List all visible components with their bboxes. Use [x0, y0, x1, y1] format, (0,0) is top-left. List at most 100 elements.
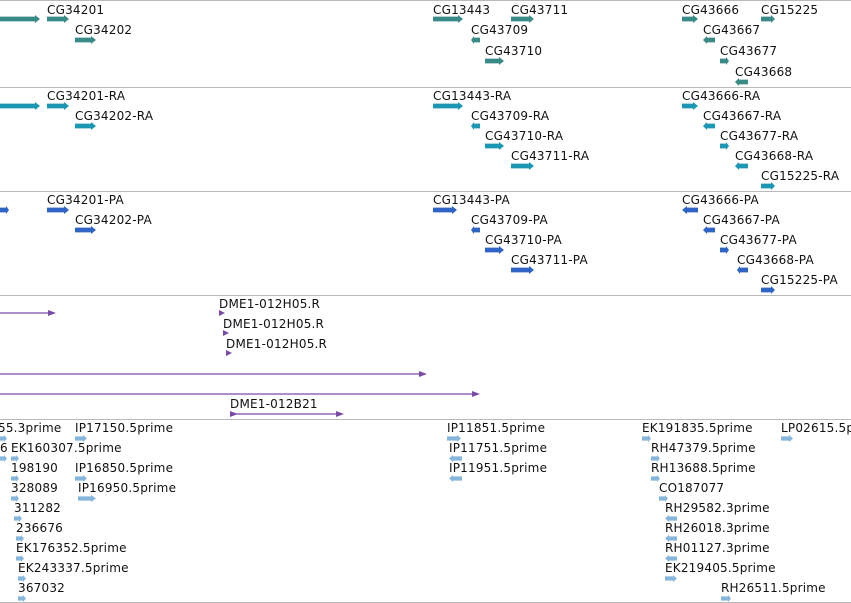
est-glyph — [18, 575, 26, 582]
transcript-glyph — [433, 102, 463, 110]
feature-arrow — [471, 226, 480, 234]
feature-arrow — [761, 15, 775, 23]
est-glyph — [665, 575, 677, 582]
est-label: IP11851.5prime — [447, 421, 546, 435]
feature-arrow — [665, 535, 677, 542]
est-label: RH13688.5prime — [651, 461, 756, 475]
feature-arrow — [735, 162, 748, 170]
feature-arrow — [720, 142, 729, 150]
track-transcripts: CG34201-RA CG34202-RA CG13443-RA CG43709… — [0, 87, 851, 192]
feature-arrow — [11, 455, 19, 462]
protein-label: CG43677-PA — [720, 233, 797, 247]
feature-arrow — [665, 575, 677, 582]
protein-label: CG43668-PA — [737, 253, 814, 267]
feature-line — [0, 310, 56, 316]
gene-glyph — [0, 15, 40, 23]
transcript-label: CG34202-RA — [75, 109, 154, 123]
protein-glyph — [433, 206, 457, 214]
feature-arrow — [485, 142, 504, 150]
alignment-glyph — [226, 350, 232, 356]
est-glyph — [11, 455, 19, 462]
feature-arrow — [433, 206, 457, 214]
feature-line — [230, 411, 344, 417]
est-glyph — [447, 435, 461, 442]
est-glyph — [16, 535, 24, 542]
feature-line-head — [472, 391, 480, 397]
feature-arrow — [47, 102, 69, 110]
protein-glyph — [737, 266, 748, 274]
gene-label: CG13443 — [433, 3, 491, 17]
protein-label: CG43667-PA — [703, 213, 780, 227]
feature-arrow — [16, 535, 24, 542]
est-label: 328089 — [11, 481, 59, 495]
est-glyph — [449, 475, 462, 482]
alignment-glyph — [230, 411, 344, 417]
protein-label: CG15225-PA — [761, 273, 838, 287]
est-label: 198190 — [11, 461, 59, 475]
feature-arrow — [16, 555, 24, 562]
feature-line — [0, 391, 480, 397]
est-label: EK176352.5prime — [16, 541, 127, 555]
feature-arrow — [18, 575, 26, 582]
track-genes: CG34201 CG34202 CG13443 CG43711 CG43709 … — [0, 0, 851, 88]
est-glyph — [449, 455, 462, 462]
est-label: IP11951.5prime — [449, 461, 548, 475]
transcript-label: CG15225-RA — [761, 169, 840, 183]
feature-line-head — [48, 310, 56, 316]
alignment-glyph — [0, 371, 427, 377]
feature-arrow — [449, 475, 462, 482]
feature-tick — [219, 310, 225, 316]
protein-label: CG43710-PA — [485, 233, 562, 247]
est-glyph — [14, 515, 22, 522]
feature-arrow — [471, 36, 480, 44]
protein-label: CG34201-PA — [47, 193, 124, 207]
protein-label: CG43709-PA — [471, 213, 548, 227]
feature-arrow — [47, 206, 69, 214]
protein-label: CG13443-PA — [433, 193, 510, 207]
feature-arrow — [78, 495, 96, 502]
feature-arrow — [75, 435, 87, 442]
feature-arrow — [14, 515, 22, 522]
protein-glyph — [720, 246, 729, 254]
feature-arrow — [735, 78, 748, 86]
feature-tick — [226, 350, 232, 356]
est-glyph — [665, 515, 677, 522]
gene-glyph — [471, 36, 480, 44]
gene-label: CG43710 — [485, 44, 543, 58]
est-label: RH01127.3prime — [665, 541, 770, 555]
feature-arrow — [18, 595, 26, 602]
feature-line-head — [419, 371, 427, 377]
feature-arrow — [0, 102, 40, 110]
feature-arrow — [75, 475, 87, 482]
gene-label: CG43677 — [720, 44, 778, 58]
protein-glyph — [75, 226, 96, 234]
feature-arrow — [665, 555, 677, 562]
feature-arrow — [0, 435, 7, 442]
transcript-label: CG43666-RA — [682, 89, 761, 103]
feature-arrow — [11, 475, 19, 482]
feature-arrow — [721, 595, 731, 602]
alignment-glyph — [0, 310, 56, 316]
feature-arrow — [651, 475, 660, 482]
protein-glyph — [682, 206, 698, 214]
alignment-glyph — [0, 391, 480, 397]
feature-arrow — [47, 15, 69, 23]
feature-arrow — [433, 15, 463, 23]
gene-label: CG43667 — [703, 23, 761, 37]
feature-arrow — [75, 36, 96, 44]
transcript-glyph — [75, 122, 96, 130]
gene-glyph — [75, 36, 96, 44]
feature-arrow — [659, 495, 668, 502]
feature-arrow — [0, 206, 9, 214]
protein-label: CG34202-PA — [75, 213, 152, 227]
feature-arrow — [651, 455, 660, 462]
feature-arrow — [447, 435, 461, 442]
feature-arrow — [433, 102, 463, 110]
transcript-label: CG43668-RA — [735, 149, 814, 163]
transcript-glyph — [0, 102, 40, 110]
gene-glyph — [511, 15, 534, 23]
gene-label: CG34201 — [47, 3, 105, 17]
transcript-glyph — [47, 102, 69, 110]
est-glyph — [659, 495, 668, 502]
est-label: RH29582.3prime — [665, 501, 770, 515]
